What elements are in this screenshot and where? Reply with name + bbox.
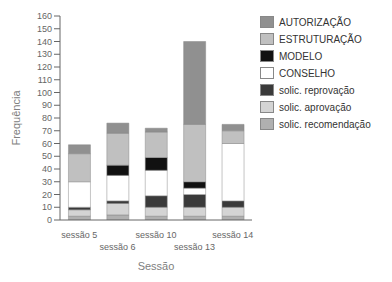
svg-text:sessão 6: sessão 6 xyxy=(100,242,136,252)
svg-text:20: 20 xyxy=(42,190,52,200)
svg-text:160: 160 xyxy=(37,11,52,21)
svg-text:sessão 5: sessão 5 xyxy=(61,230,97,240)
svg-text:40: 40 xyxy=(42,164,52,174)
html-text:CONSELHO: CONSELHO xyxy=(279,67,336,79)
svg-text:sessão 13: sessão 13 xyxy=(174,242,215,252)
svg-text:140: 140 xyxy=(37,37,52,47)
html-text:solic. aprovação: solic. aprovação xyxy=(279,101,352,113)
svg-text:Frequência: Frequência xyxy=(10,90,22,146)
html-text:MODELO: MODELO xyxy=(279,50,323,62)
svg-text:Sessão: Sessão xyxy=(138,260,175,272)
svg-text:90: 90 xyxy=(42,100,52,110)
svg-text:120: 120 xyxy=(37,62,52,72)
svg-text:70: 70 xyxy=(42,126,52,136)
svg-text:sessão 10: sessão 10 xyxy=(135,230,176,240)
svg-text:80: 80 xyxy=(42,113,52,123)
html-text:solic. reprovação: solic. reprovação xyxy=(279,84,355,96)
svg-text:150: 150 xyxy=(37,24,52,34)
html-text:ESTRUTURAÇÃO: ESTRUTURAÇÃO xyxy=(279,33,362,45)
svg-text:0: 0 xyxy=(47,215,52,225)
svg-text:50: 50 xyxy=(42,151,52,161)
svg-text:100: 100 xyxy=(37,88,52,98)
svg-text:60: 60 xyxy=(42,139,52,149)
svg-text:sessão 14: sessão 14 xyxy=(212,230,253,240)
svg-text:110: 110 xyxy=(38,75,52,85)
html-text:AUTORIZAÇÃO: AUTORIZAÇÃO xyxy=(279,16,351,28)
svg-text:30: 30 xyxy=(42,177,52,187)
svg-text:130: 130 xyxy=(37,49,52,59)
svg-text:10: 10 xyxy=(42,202,52,212)
html-text:solic. recomendação: solic. recomendação xyxy=(279,118,371,130)
